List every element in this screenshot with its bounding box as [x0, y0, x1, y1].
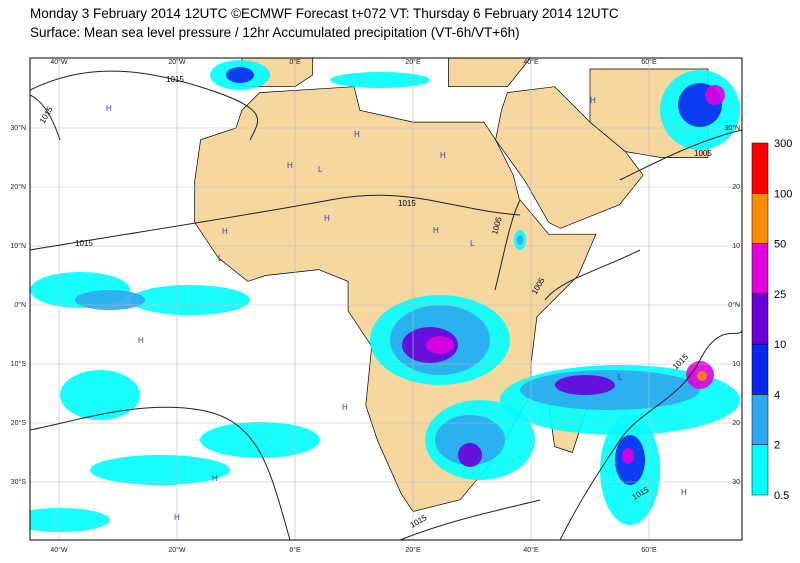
- lat-label: 0°N: [14, 301, 26, 309]
- colorbar-label: 2: [774, 440, 780, 452]
- land: [495, 86, 644, 229]
- precipitation: [426, 336, 454, 354]
- precipitation: [200, 422, 320, 458]
- colorbar-segment: [751, 142, 769, 194]
- pressure-centre: L: [218, 254, 223, 263]
- lat-label: 10: [732, 361, 740, 368]
- lon-label: 20°E: [405, 546, 421, 554]
- pressure-centre: L: [318, 165, 323, 174]
- lon-label: 40°E: [523, 58, 539, 66]
- land: [448, 58, 531, 88]
- colorbar-label: 50: [774, 239, 786, 251]
- precipitation: [75, 290, 145, 310]
- lat-label: 20: [732, 420, 740, 427]
- lat-label: 20: [732, 184, 740, 191]
- colorbar-label: 10: [774, 339, 786, 351]
- lat-label: 30: [732, 479, 740, 486]
- colorbar-segment: [751, 444, 769, 496]
- isobar: [399, 499, 541, 540]
- precipitation: [130, 285, 250, 315]
- lat-label: 0°N: [728, 301, 740, 309]
- map-layers: [30, 58, 742, 540]
- lat-label: 10: [732, 243, 740, 250]
- lat-label: 30°S: [11, 478, 27, 486]
- lat-label: 20°N: [10, 183, 26, 191]
- subtitle: Surface: Mean sea level pressure / 12hr …: [30, 25, 520, 40]
- pressure-centre: H: [433, 226, 439, 235]
- isobar-label: 1015: [166, 75, 184, 84]
- colorbar-label: 0.5: [774, 490, 789, 502]
- pressure-centre: H: [354, 130, 360, 139]
- lon-label: 40°E: [523, 546, 539, 554]
- isobar: [559, 329, 742, 540]
- pressure-centre: H: [324, 214, 330, 223]
- pressure-centre: L: [470, 239, 475, 248]
- lon-label: 40°W: [50, 58, 68, 66]
- pressure-centres: H H H H H H L L L H H L H H L H H H: [106, 96, 687, 522]
- lon-label: 0°E: [289, 58, 301, 66]
- lon-label: 0°E: [289, 546, 301, 554]
- precipitation: [555, 375, 615, 395]
- pressure-centre: H: [222, 227, 228, 236]
- colorbar-label: 25: [774, 289, 786, 301]
- pressure-centre: H: [342, 403, 348, 412]
- lon-label: 60°E: [641, 58, 657, 66]
- pressure-centre: H: [174, 513, 180, 522]
- isobar: [30, 406, 291, 540]
- isobar: [619, 129, 742, 181]
- pressure-centre: H: [681, 488, 687, 497]
- precipitation: [517, 235, 523, 245]
- precipitation: [697, 371, 707, 381]
- colorbar-segment: [751, 394, 769, 445]
- precipitation: [60, 370, 140, 420]
- isobar: [544, 249, 641, 301]
- map-frame: [29, 57, 743, 541]
- colorbar-segment: [751, 193, 769, 244]
- lon-label: 20°W: [168, 58, 186, 66]
- isobar-label: 1015: [75, 239, 93, 248]
- lon-label: 60°E: [641, 546, 657, 554]
- isobar-label: 1015: [398, 199, 416, 208]
- title: Monday 3 February 2014 12UTC ©ECMWF Fore…: [30, 6, 619, 21]
- colorbar-segment: [751, 343, 769, 395]
- colorbar-label: 300: [774, 138, 792, 150]
- isobar-label: 1005: [694, 149, 712, 158]
- pressure-centre: H: [590, 96, 596, 105]
- lon-label: 20°W: [168, 546, 186, 554]
- colorbar-label: 100: [774, 188, 792, 200]
- lon-label: 20°E: [405, 58, 421, 66]
- precipitation: [705, 85, 725, 105]
- lat-label: 30°N: [724, 124, 740, 132]
- colorbar-segment: [751, 243, 769, 295]
- precipitation: [435, 415, 505, 465]
- isobar: [30, 194, 521, 251]
- pressure-centre: H: [287, 161, 293, 170]
- lat-label: 10°S: [11, 360, 27, 368]
- isobar: [494, 199, 521, 291]
- pressure-centre: H: [138, 336, 144, 345]
- colorbar-label: 4: [774, 389, 780, 401]
- precipitation: [330, 72, 430, 88]
- pressure-centre: H: [212, 474, 218, 483]
- lat-label: 20°S: [11, 419, 27, 427]
- pressure-centre: L: [618, 373, 623, 382]
- pressure-centre: H: [106, 104, 112, 113]
- lat-label: 10°N: [10, 242, 26, 250]
- precipitation: [458, 443, 482, 467]
- colorbar-segment: [751, 293, 769, 345]
- precipitation: [30, 508, 110, 532]
- lon-label: 40°W: [50, 546, 68, 554]
- lat-label: 30°N: [10, 124, 26, 132]
- isobar: [30, 94, 61, 141]
- precipitation: [622, 448, 634, 464]
- precipitation: [90, 455, 230, 485]
- pressure-centre: L: [403, 342, 408, 351]
- precipitation: [226, 67, 254, 83]
- pressure-centre: H: [440, 151, 446, 160]
- isobar: [30, 70, 259, 141]
